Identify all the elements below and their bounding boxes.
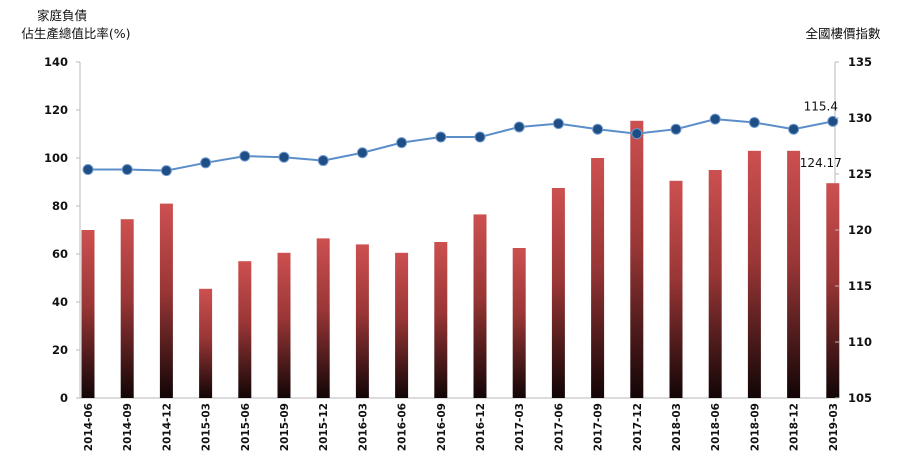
x-tick-label: 2014-09 bbox=[122, 403, 134, 451]
line-point-2015-06 bbox=[239, 150, 251, 162]
line-point-2018-03 bbox=[670, 123, 682, 135]
left-axis-title-line1: 家庭負債 bbox=[37, 8, 87, 23]
line-point-2017-09 bbox=[592, 123, 604, 135]
line-series bbox=[82, 113, 839, 177]
bar-2016-09 bbox=[434, 242, 448, 398]
line-point-2018-06 bbox=[709, 113, 721, 125]
x-tick-label: 2018-09 bbox=[749, 403, 761, 451]
bar-2018-06 bbox=[708, 170, 722, 398]
line-point-2014-12 bbox=[160, 165, 172, 177]
x-tick-label: 2017-06 bbox=[553, 403, 565, 451]
line-point-2017-03 bbox=[513, 121, 525, 133]
bar-2014-06 bbox=[81, 230, 95, 398]
line-point-2015-03 bbox=[200, 157, 212, 169]
bar-2015-09 bbox=[277, 252, 291, 398]
bar-2017-12 bbox=[630, 120, 644, 399]
x-axis-ticks: 2014-06 2014-09 2014-12 2015-03 2015-06 2015-… bbox=[83, 403, 840, 451]
bar-2016-12 bbox=[473, 214, 487, 398]
right-tick-label: 135 bbox=[848, 55, 872, 69]
bar-2018-09 bbox=[747, 150, 761, 398]
bar-2015-06 bbox=[238, 261, 252, 398]
bar-2017-06 bbox=[551, 188, 565, 398]
bar-2017-03 bbox=[512, 248, 526, 398]
x-tick-label: 2016-09 bbox=[436, 403, 448, 451]
bar-2014-12 bbox=[159, 203, 173, 398]
x-tick-label: 2015-06 bbox=[240, 403, 252, 451]
line-point-2017-06 bbox=[552, 118, 564, 130]
line-point-2016-06 bbox=[396, 137, 408, 149]
line-point-2016-09 bbox=[435, 131, 447, 143]
bar-2016-06 bbox=[395, 252, 409, 398]
left-axis-title-line2: 佔生產總值比率(%) bbox=[21, 26, 130, 41]
x-tick-label: 2015-09 bbox=[279, 403, 291, 451]
x-tick-label: 2016-12 bbox=[475, 403, 487, 451]
bar-2015-03 bbox=[199, 288, 213, 398]
x-tick-label: 2015-03 bbox=[201, 403, 213, 451]
line-point-2016-03 bbox=[356, 147, 368, 159]
right-tick-label: 130 bbox=[848, 111, 872, 125]
x-tick-label: 2016-06 bbox=[397, 403, 409, 451]
line-point-2016-12 bbox=[474, 131, 486, 143]
x-tick-label: 2019-03 bbox=[828, 403, 840, 451]
line-point-2017-12 bbox=[631, 128, 643, 140]
bar-2014-09 bbox=[120, 219, 134, 398]
left-tick-label: 60 bbox=[52, 247, 68, 261]
left-axis-ticks: 0 20 40 60 80 100 120 140 bbox=[44, 55, 80, 405]
annotations: 115.4 124.17 bbox=[800, 99, 842, 170]
x-tick-label: 2017-09 bbox=[593, 403, 605, 451]
left-tick-label: 20 bbox=[52, 343, 68, 357]
right-tick-label: 115 bbox=[848, 279, 872, 293]
left-tick-label: 40 bbox=[52, 295, 68, 309]
line-point-2014-06 bbox=[82, 164, 94, 176]
annotation-bar: 124.17 bbox=[800, 156, 842, 170]
x-tick-label: 2018-06 bbox=[710, 403, 722, 451]
left-tick-label: 140 bbox=[44, 55, 68, 69]
line-point-2015-09 bbox=[278, 151, 290, 163]
line-path bbox=[88, 118, 833, 172]
x-tick-label: 2014-12 bbox=[161, 403, 173, 451]
right-tick-label: 125 bbox=[848, 167, 872, 181]
bar-2016-03 bbox=[355, 244, 369, 398]
bar-2019-03 bbox=[826, 183, 840, 398]
left-tick-label: 80 bbox=[52, 199, 68, 213]
right-axis-title: 全國樓價指數 bbox=[805, 26, 881, 41]
x-tick-label: 2018-03 bbox=[671, 403, 683, 451]
annotation-line: 115.4 bbox=[804, 99, 838, 113]
bar-2017-09 bbox=[591, 158, 605, 398]
x-tick-label: 2014-06 bbox=[83, 403, 95, 451]
bar-2018-12 bbox=[787, 150, 801, 398]
left-tick-label: 120 bbox=[44, 103, 68, 117]
line-point-2018-09 bbox=[748, 116, 760, 128]
bar-series bbox=[81, 120, 840, 399]
left-tick-label: 0 bbox=[60, 391, 68, 405]
line-point-2014-09 bbox=[121, 164, 133, 176]
bar-2018-03 bbox=[669, 180, 683, 398]
line-point-2018-12 bbox=[788, 123, 800, 135]
line-point-2015-12 bbox=[317, 155, 329, 167]
bar-2015-12 bbox=[316, 238, 330, 398]
left-tick-label: 100 bbox=[44, 151, 68, 165]
right-tick-label: 120 bbox=[848, 223, 872, 237]
x-tick-label: 2017-03 bbox=[514, 403, 526, 451]
right-axis-ticks: 105 110 115 120 125 130 135 bbox=[835, 55, 872, 405]
x-tick-label: 2017-12 bbox=[632, 403, 644, 451]
x-tick-label: 2018-12 bbox=[789, 403, 801, 451]
x-tick-label: 2016-03 bbox=[357, 403, 369, 451]
x-tick-label: 2015-12 bbox=[318, 403, 330, 451]
line-point-2019-03 bbox=[827, 115, 839, 127]
right-tick-label: 105 bbox=[848, 391, 872, 405]
right-tick-label: 110 bbox=[848, 335, 872, 349]
